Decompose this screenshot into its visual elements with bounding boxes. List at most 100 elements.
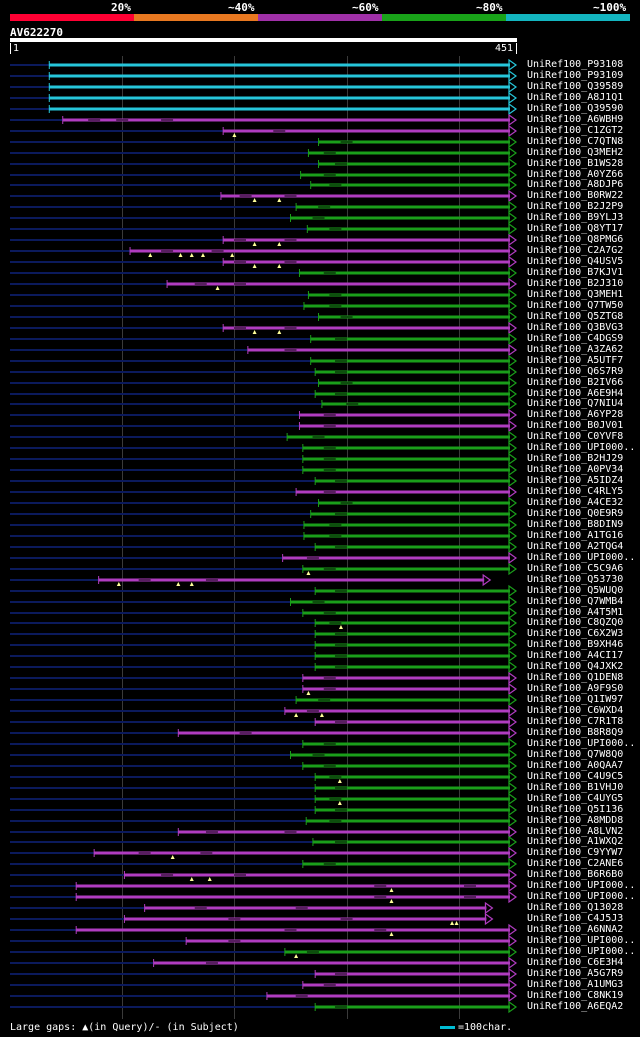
hit-label[interactable]: UniRef100_A8LVN2	[527, 826, 624, 837]
hit-label[interactable]: UniRef100_Q3BVG3	[527, 322, 624, 333]
hit-label[interactable]: UniRef100_UPI000..	[527, 935, 636, 946]
hit-label[interactable]: UniRef100_Q7WMB4	[527, 596, 624, 607]
hit-label[interactable]: UniRef100_C4DGS9	[527, 333, 624, 344]
hit-label[interactable]: UniRef100_C2ANE6	[527, 858, 624, 869]
hit-label[interactable]: UniRef100_C1ZGT2	[527, 125, 624, 136]
hit-label[interactable]: UniRef100_Q8YT17	[527, 223, 624, 234]
alignment-arrow	[508, 441, 518, 455]
hit-label[interactable]: UniRef100_C7R1T8	[527, 716, 624, 727]
hit-label[interactable]: UniRef100_Q3MEH2	[527, 147, 624, 158]
hit-label[interactable]: UniRef100_A6EQA2	[527, 1001, 624, 1012]
hit-label[interactable]: UniRef100_UPI000..	[527, 946, 636, 957]
alignment-arrow	[508, 365, 518, 379]
gaps-legend: Large gaps: ▲(in Query)/- (in Subject)	[10, 1022, 239, 1033]
hit-label[interactable]: UniRef100_B1WS28	[527, 158, 624, 169]
legend-label: ~60%	[352, 1, 379, 14]
hit-label[interactable]: UniRef100_A1UMG3	[527, 979, 624, 990]
hit-label[interactable]: UniRef100_A6NNA2	[527, 924, 624, 935]
hit-label[interactable]: UniRef100_B0JV01	[527, 420, 624, 431]
hit-label[interactable]: UniRef100_Q8PMG6	[527, 234, 624, 245]
hit-label[interactable]: UniRef100_Q13028	[527, 902, 624, 913]
hit-label[interactable]: UniRef100_A4CI17	[527, 650, 624, 661]
hit-label[interactable]: UniRef100_A1TG16	[527, 530, 624, 541]
hit-label[interactable]: UniRef100_Q5ZTG8	[527, 311, 624, 322]
hit-label[interactable]: UniRef100_Q7NIU4	[527, 398, 624, 409]
hit-label[interactable]: UniRef100_A3ZA62	[527, 344, 624, 355]
hit-label[interactable]: UniRef100_B1VHJ0	[527, 782, 624, 793]
hit-label[interactable]: UniRef100_Q7W8Q0	[527, 749, 624, 760]
hit-label[interactable]: UniRef100_B9XH46	[527, 639, 624, 650]
hit-label[interactable]: UniRef100_C0YVF8	[527, 431, 624, 442]
hit-label[interactable]: UniRef100_B8DIN9	[527, 519, 624, 530]
hit-label[interactable]: UniRef100_B8R8Q9	[527, 727, 624, 738]
hit-label[interactable]: UniRef100_C2A7G2	[527, 245, 624, 256]
hit-label[interactable]: UniRef100_A4T5M1	[527, 607, 624, 618]
hit-label[interactable]: UniRef100_A6YP28	[527, 409, 624, 420]
hit-label[interactable]: UniRef100_Q39590	[527, 103, 624, 114]
hit-label[interactable]: UniRef100_Q3MEH1	[527, 289, 624, 300]
hit-label[interactable]: UniRef100_P93108	[527, 59, 624, 70]
query-gap-marker	[170, 855, 175, 859]
hit-label[interactable]: UniRef100_A5IDZ4	[527, 475, 624, 486]
hit-label[interactable]: UniRef100_A0YZ66	[527, 169, 624, 180]
hit-label[interactable]: UniRef100_A0PV34	[527, 464, 624, 475]
hit-label[interactable]: UniRef100_Q6S7R9	[527, 366, 624, 377]
hit-label[interactable]: UniRef100_UPI000..	[527, 442, 636, 453]
hit-label[interactable]: UniRef100_C4U9C5	[527, 771, 624, 782]
hit-label[interactable]: UniRef100_C4RLY5	[527, 486, 624, 497]
hit-label[interactable]: UniRef100_A8MDD8	[527, 815, 624, 826]
hit-label[interactable]: UniRef100_B6R6B0	[527, 869, 624, 880]
hit-label[interactable]: UniRef100_A8DJP6	[527, 179, 624, 190]
hit-label[interactable]: UniRef100_B2J2P9	[527, 201, 624, 212]
hit-label[interactable]: UniRef100_Q1DEN8	[527, 672, 624, 683]
query-id: AV622270	[10, 26, 63, 39]
hit-label[interactable]: UniRef100_B2IV66	[527, 377, 624, 388]
hit-label[interactable]: UniRef100_C9YYW7	[527, 847, 624, 858]
hit-label[interactable]: UniRef100_Q4JXK2	[527, 661, 624, 672]
hit-label[interactable]: UniRef100_UPI000..	[527, 891, 636, 902]
hit-label[interactable]: UniRef100_A6E9H4	[527, 388, 624, 399]
hit-label[interactable]: UniRef100_A9F9S0	[527, 683, 624, 694]
query-gap-marker	[454, 921, 459, 925]
hit-label[interactable]: UniRef100_P93109	[527, 70, 624, 81]
hit-label[interactable]: UniRef100_Q39589	[527, 81, 624, 92]
hit-label[interactable]: UniRef100_Q5I136	[527, 804, 624, 815]
hit-label[interactable]: UniRef100_B7KJV1	[527, 267, 624, 278]
hit-label[interactable]: UniRef100_C5C9A6	[527, 563, 624, 574]
alignment-arrow	[508, 397, 518, 411]
hit-label[interactable]: UniRef100_C6X2W3	[527, 628, 624, 639]
gridline	[122, 56, 123, 1019]
hit-label[interactable]: UniRef100_Q1IW97	[527, 694, 624, 705]
hit-label[interactable]: UniRef100_B0RW22	[527, 190, 624, 201]
hit-label[interactable]: UniRef100_Q0E9R9	[527, 508, 624, 519]
hit-label[interactable]: UniRef100_A6WBH9	[527, 114, 624, 125]
query-gap-marker	[176, 582, 181, 586]
hit-label[interactable]: UniRef100_UPI000..	[527, 880, 636, 891]
hit-label[interactable]: UniRef100_A1WXQ2	[527, 836, 624, 847]
hit-label[interactable]: UniRef100_Q7TW50	[527, 300, 624, 311]
hit-label[interactable]: UniRef100_A5G7R9	[527, 968, 624, 979]
hit-label[interactable]: UniRef100_C8NK19	[527, 990, 624, 1001]
hit-label[interactable]: UniRef100_A0QAA7	[527, 760, 624, 771]
hit-label[interactable]: UniRef100_C6E3H4	[527, 957, 624, 968]
alignment-arrow	[508, 91, 518, 105]
hit-label[interactable]: UniRef100_UPI000..	[527, 552, 636, 563]
hit-label[interactable]: UniRef100_A5UTF7	[527, 355, 624, 366]
hit-label[interactable]: UniRef100_Q53730	[527, 574, 624, 585]
query-gap-marker	[338, 625, 343, 629]
alignment-arrow	[508, 507, 518, 521]
hit-label[interactable]: UniRef100_B9YLJ3	[527, 212, 624, 223]
hit-label[interactable]: UniRef100_Q5WUQ0	[527, 585, 624, 596]
hit-label[interactable]: UniRef100_C8QZQ0	[527, 617, 624, 628]
hit-label[interactable]: UniRef100_C4J5J3	[527, 913, 624, 924]
hit-label[interactable]: UniRef100_C7QTN8	[527, 136, 624, 147]
hit-label[interactable]: UniRef100_C4UYG5	[527, 793, 624, 804]
hit-label[interactable]: UniRef100_A8J1Q1	[527, 92, 624, 103]
hit-label[interactable]: UniRef100_A2TQG4	[527, 541, 624, 552]
hit-label[interactable]: UniRef100_B2J310	[527, 278, 624, 289]
hit-label[interactable]: UniRef100_Q4USV5	[527, 256, 624, 267]
hit-label[interactable]: UniRef100_A4CE32	[527, 497, 624, 508]
hit-label[interactable]: UniRef100_UPI000..	[527, 738, 636, 749]
hit-label[interactable]: UniRef100_C6WXD4	[527, 705, 624, 716]
hit-label[interactable]: UniRef100_B2HJ29	[527, 453, 624, 464]
